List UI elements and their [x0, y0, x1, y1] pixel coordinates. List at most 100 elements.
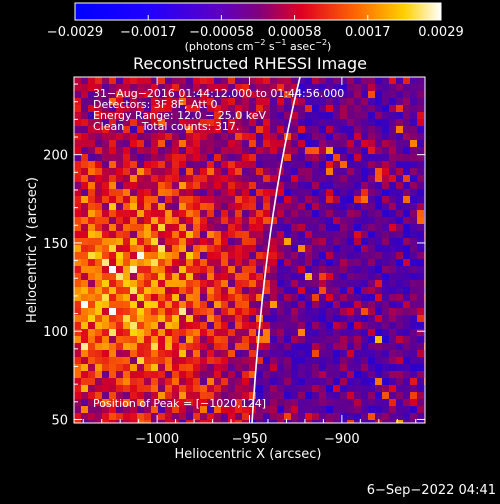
image-pixel: [263, 420, 270, 423]
image-pixel: [165, 196, 172, 203]
image-pixel: [74, 245, 81, 252]
image-pixel: [256, 301, 263, 308]
image-pixel: [284, 413, 291, 420]
image-pixel: [228, 280, 235, 287]
image-pixel: [347, 392, 354, 399]
image-pixel: [256, 259, 263, 266]
image-pixel: [186, 147, 193, 154]
image-pixel: [242, 224, 249, 231]
image-pixel: [410, 385, 417, 392]
image-pixel: [172, 217, 179, 224]
image-pixel: [116, 154, 123, 161]
image-pixel: [158, 238, 165, 245]
image-pixel: [88, 280, 95, 287]
image-pixel: [151, 77, 158, 84]
image-pixel: [382, 133, 389, 140]
image-pixel: [172, 112, 179, 119]
image-pixel: [368, 336, 375, 343]
image-pixel: [116, 336, 123, 343]
image-pixel: [109, 175, 116, 182]
image-pixel: [88, 119, 95, 126]
image-pixel: [109, 147, 116, 154]
image-pixel: [193, 224, 200, 231]
image-pixel: [389, 231, 396, 238]
image-pixel: [116, 196, 123, 203]
image-pixel: [242, 77, 249, 84]
image-pixel: [333, 126, 340, 133]
image-pixel: [172, 154, 179, 161]
image-pixel: [277, 77, 284, 84]
image-pixel: [340, 406, 347, 413]
image-pixel: [158, 273, 165, 280]
image-pixel: [417, 420, 424, 423]
image-pixel: [172, 266, 179, 273]
image-pixel: [277, 280, 284, 287]
image-pixel: [312, 287, 319, 294]
image-pixel: [102, 266, 109, 273]
image-pixel: [396, 175, 403, 182]
image-pixel: [347, 112, 354, 119]
image-pixel: [375, 273, 382, 280]
image-pixel: [298, 350, 305, 357]
image-pixel: [291, 126, 298, 133]
image-pixel: [221, 259, 228, 266]
image-pixel: [130, 357, 137, 364]
image-pixel: [137, 385, 144, 392]
image-pixel: [242, 140, 249, 147]
image-pixel: [256, 126, 263, 133]
image-pixel: [165, 301, 172, 308]
image-pixel: [284, 245, 291, 252]
image-pixel: [102, 140, 109, 147]
image-pixel: [396, 154, 403, 161]
image-pixel: [396, 329, 403, 336]
image-pixel: [109, 98, 116, 105]
image-pixel: [277, 84, 284, 91]
image-pixel: [263, 406, 270, 413]
image-pixel: [193, 371, 200, 378]
image-pixel: [410, 203, 417, 210]
image-pixel: [403, 119, 410, 126]
image-pixel: [326, 189, 333, 196]
image-pixel: [361, 294, 368, 301]
image-pixel: [109, 196, 116, 203]
image-pixel: [74, 350, 81, 357]
image-pixel: [95, 301, 102, 308]
image-pixel: [109, 168, 116, 175]
image-pixel: [368, 252, 375, 259]
image-pixel: [298, 224, 305, 231]
image-pixel: [249, 224, 256, 231]
image-pixel: [270, 105, 277, 112]
image-pixel: [81, 147, 88, 154]
image-pixel: [403, 245, 410, 252]
image-pixel: [200, 294, 207, 301]
image-pixel: [95, 287, 102, 294]
image-pixel: [88, 273, 95, 280]
image-pixel: [333, 259, 340, 266]
image-pixel: [88, 322, 95, 329]
image-pixel: [137, 350, 144, 357]
image-pixel: [312, 378, 319, 385]
image-pixel: [179, 245, 186, 252]
image-pixel: [95, 161, 102, 168]
image-pixel: [172, 91, 179, 98]
image-pixel: [193, 301, 200, 308]
image-pixel: [410, 392, 417, 399]
image-pixel: [151, 224, 158, 231]
image-pixel: [417, 315, 424, 322]
image-pixel: [179, 266, 186, 273]
image-pixel: [305, 287, 312, 294]
image-pixel: [270, 266, 277, 273]
image-pixel: [284, 315, 291, 322]
image-pixel: [249, 301, 256, 308]
image-pixel: [95, 168, 102, 175]
image-pixel: [207, 371, 214, 378]
image-pixel: [88, 84, 95, 91]
image-pixel: [102, 77, 109, 84]
image-pixel: [102, 217, 109, 224]
image-pixel: [186, 287, 193, 294]
image-pixel: [102, 420, 109, 423]
image-pixel: [158, 413, 165, 420]
image-pixel: [354, 259, 361, 266]
image-pixel: [221, 189, 228, 196]
image-pixel: [88, 385, 95, 392]
